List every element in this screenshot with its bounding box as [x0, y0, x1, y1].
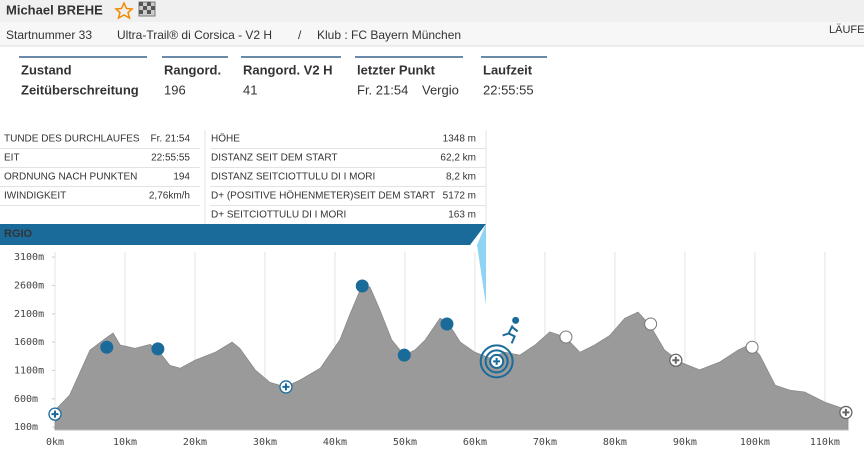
y-tick-label: 600m — [14, 394, 38, 405]
stat-label: Rangord. — [164, 62, 221, 77]
elevation-chart: 0km 10km 20km 30km 40km 50km 60km 70km 80km 90km 1… — [14, 252, 853, 448]
elevation-area — [54, 284, 849, 431]
x-tick-label: 40km — [323, 437, 347, 448]
x-tick-label: 60km — [463, 437, 487, 448]
aid-cross — [282, 383, 290, 391]
checkpoint — [355, 279, 369, 293]
aid-cross — [51, 410, 59, 418]
name-bar — [0, 0, 864, 22]
x-tick-label: 100km — [740, 437, 770, 448]
y-tick-label: 2100m — [14, 309, 44, 320]
checkpoint — [559, 330, 573, 344]
location-pointer — [477, 224, 486, 305]
checkpoint — [397, 348, 411, 362]
x-tick-label: 10km — [113, 437, 137, 448]
x-tick-label: 0km — [46, 437, 64, 448]
stat-place: Vergio — [422, 82, 459, 97]
stat-value: Fr. 21:54 — [357, 82, 408, 97]
stat-value: 41 — [243, 82, 257, 97]
detail-value: 8,2 km — [446, 172, 476, 183]
aid-cross — [672, 356, 680, 364]
x-tick-label: 30km — [253, 437, 277, 448]
club: Klub : FC Bayern München — [317, 28, 461, 42]
race: Ultra-Trail® di Corsica - V2 H — [117, 28, 272, 42]
runner-name: Michael BREHE — [6, 2, 103, 17]
detail-value: 2,76km/h — [149, 191, 190, 202]
detail-label: ORDNUNG NACH PUNKTEN — [4, 172, 137, 183]
detail-value: 163 m — [448, 210, 476, 221]
x-tick-label: 70km — [533, 437, 557, 448]
x-tick-label: 80km — [603, 437, 627, 448]
y-tick-label: 3100m — [14, 252, 44, 263]
detail-value: 62,2 km — [440, 153, 476, 164]
detail-label: IWINDIGKEIT — [4, 191, 66, 202]
info-bar — [0, 22, 864, 46]
y-tick-label: 100m — [14, 422, 38, 433]
stat-label: Rangord. V2 H — [243, 62, 333, 77]
x-tick-label: 50km — [393, 437, 417, 448]
detail-value: Fr. 21:54 — [151, 134, 191, 145]
stats: Zustand Zeitüberschreitung Rangord. 196 Rang… — [19, 56, 547, 97]
y-tick-label: 1100m — [14, 365, 44, 376]
stat-label: Zustand — [21, 62, 72, 77]
stat-label: Laufzeit — [483, 62, 533, 77]
stat-value: 196 — [164, 82, 186, 97]
detail-value: 5172 m — [443, 191, 476, 202]
checkpoint — [644, 317, 658, 331]
position-ring — [484, 349, 509, 374]
position-ring — [479, 344, 514, 379]
detail-label: D+ SEITCIOTTULU DI I MORI — [211, 210, 346, 221]
location-bar — [0, 224, 486, 245]
stat-value: Zeitüberschreitung — [21, 82, 139, 97]
stat-value: 22:55:55 — [483, 82, 534, 97]
detail-label: DISTANZ SEITCIOTTULU DI I MORI — [211, 172, 375, 183]
location-name: RGIO — [4, 228, 33, 240]
y-tick-label: 1600m — [14, 337, 44, 348]
detail-value: 1348 m — [443, 134, 476, 145]
tab[interactable]: LÄUFE — [829, 24, 864, 36]
x-tick-label: 20km — [183, 437, 207, 448]
details: TUNDE DES DURCHLAUFES Fr. 21:54 EIT 22:55:5… — [0, 130, 487, 225]
detail-value: 194 — [173, 172, 190, 183]
checkpoint — [151, 342, 165, 356]
position-cross — [493, 357, 501, 365]
detail-label: HÖHE — [211, 133, 240, 145]
checkpoint — [745, 340, 759, 354]
bib: Startnummer 33 — [6, 28, 92, 42]
detail-value: 22:55:55 — [151, 153, 190, 164]
favorite-star[interactable] — [114, 1, 134, 20]
finish-flag — [138, 1, 156, 17]
detail-label: TUNDE DES DURCHLAUFES — [4, 134, 140, 145]
runner-head — [512, 316, 520, 324]
detail-label: D+ (POSITIVE HÖHENMETER)SEIT DEM START — [211, 190, 435, 202]
x-tick-label: 90km — [673, 437, 697, 448]
runner-body — [502, 324, 519, 344]
detail-label: DISTANZ SEIT DEM START — [211, 153, 338, 164]
stat-label: letzter Punkt — [357, 62, 436, 77]
checkpoint — [100, 340, 114, 354]
aid-cross — [842, 408, 850, 416]
detail-label: EIT — [4, 153, 20, 164]
checkpoint — [440, 317, 454, 331]
separator: / — [298, 28, 302, 42]
x-tick-label: 110km — [810, 437, 840, 448]
y-tick-label: 2600m — [14, 280, 44, 291]
